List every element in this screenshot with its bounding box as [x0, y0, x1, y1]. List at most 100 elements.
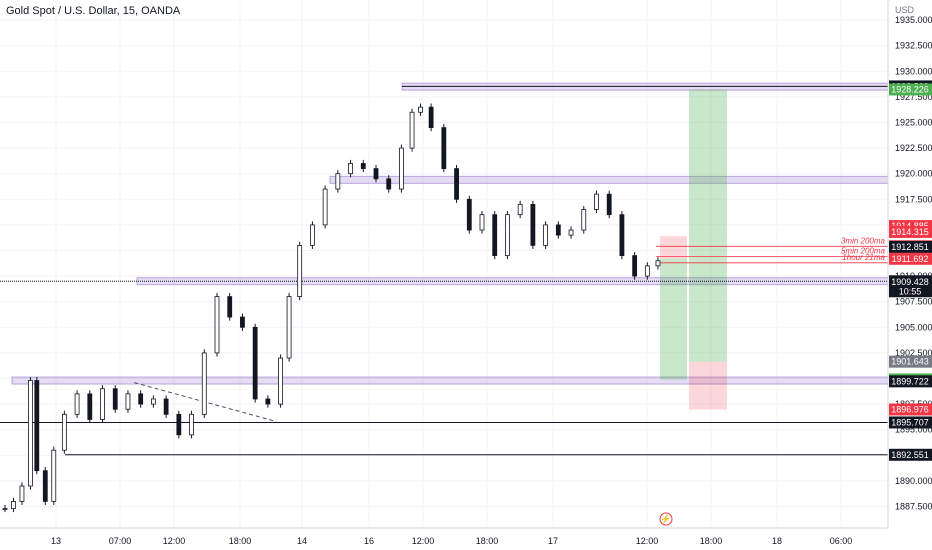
- y-tick-label: 1925.000: [895, 118, 932, 128]
- candle-body: [581, 209, 587, 231]
- y-tick-label: 1932.500: [895, 41, 932, 51]
- candle-body: [492, 214, 498, 257]
- currency-label: USD: [895, 5, 915, 15]
- candle-body: [2, 508, 8, 510]
- price-labels: 1928.5231928.2261914.8851914.3151912.910…: [889, 80, 932, 461]
- candle-body: [530, 204, 536, 246]
- x-tick-label: 18: [772, 536, 782, 546]
- price-label-box: [889, 403, 932, 416]
- time-axis[interactable]: 13 07:00 12:00 18:00 14 16 12:00 18:00 17 12:00 18…: [0, 527, 888, 546]
- price-label: 1899.722: [891, 376, 929, 386]
- price-label-box: [889, 252, 932, 265]
- alert-icon[interactable]: ⚡: [659, 512, 673, 526]
- candle-body: [297, 244, 303, 297]
- candle-body: [87, 393, 93, 420]
- x-tick-label: 17: [548, 536, 558, 546]
- candle-body: [360, 163, 366, 169]
- price-label-box: [889, 83, 932, 96]
- x-tick-label: 12:00: [636, 536, 659, 546]
- candle-body: [428, 106, 434, 129]
- price-label: 1909.428: [891, 277, 929, 287]
- candle-body: [214, 296, 220, 354]
- price-label-box: [889, 225, 932, 238]
- y-tick-label: 1907.500: [895, 297, 932, 307]
- candle-body: [74, 393, 80, 415]
- price-label: 1911.692: [892, 254, 929, 264]
- horizontal-lines: [0, 85, 888, 456]
- candle-body: [479, 214, 485, 231]
- candle-body: [28, 380, 33, 487]
- price-label-box: [889, 240, 932, 253]
- price-label: 1892.551: [891, 450, 929, 460]
- candle-body: [227, 296, 233, 318]
- candle-body: [278, 357, 284, 405]
- candle-body: [265, 398, 271, 405]
- candle-body: [163, 398, 169, 415]
- candle-body: [150, 398, 156, 405]
- candle-body: [112, 388, 118, 410]
- candle-body: [386, 178, 392, 190]
- stop-zone: [689, 361, 727, 410]
- resistance-zone: [329, 175, 889, 184]
- candle-body: [555, 224, 561, 236]
- price-label-box: [889, 448, 932, 461]
- x-tick-label: 13: [51, 536, 61, 546]
- candle-body: [252, 326, 258, 400]
- x-tick-label: 06:00: [830, 536, 853, 546]
- target-zone: [689, 89, 727, 362]
- price-label: 1928.226: [891, 84, 929, 94]
- candle-body: [517, 204, 523, 216]
- x-tick-label: 18:00: [476, 536, 499, 546]
- candle-body: [138, 393, 144, 405]
- x-tick-label: 16: [364, 536, 374, 546]
- price-label-box: [889, 355, 932, 368]
- candle-body: [42, 470, 48, 502]
- y-tick-label: 1887.500: [895, 502, 932, 512]
- candle-body: [51, 449, 57, 502]
- resistance-zone: [11, 376, 889, 385]
- x-tick-label: 12:00: [412, 536, 435, 546]
- price-label-box: [889, 375, 932, 388]
- candle-body: [632, 255, 638, 277]
- y-tick-label: 1935.000: [895, 15, 932, 25]
- target-zone: [660, 258, 687, 380]
- alert-icon[interactable]: [659, 512, 673, 526]
- y-tick-label: 1922.500: [895, 143, 932, 153]
- grid-lines: [0, 0, 888, 528]
- position-boxes: [660, 89, 727, 410]
- x-tick-label: 18:00: [229, 536, 252, 546]
- x-tick-label: 14: [297, 536, 307, 546]
- chart-title: Gold Spot / U.S. Dollar, 15, OANDA: [6, 5, 181, 17]
- x-tick-label: 12:00: [163, 536, 186, 546]
- candle-body: [543, 224, 548, 246]
- price-label-countdown: 10:55: [899, 286, 922, 296]
- price-label: 1896.976: [891, 404, 929, 414]
- candle-body: [399, 147, 404, 190]
- y-tick-label: 1905.000: [895, 322, 932, 332]
- candle-body: [644, 265, 650, 277]
- y-tick-label: 1927.500: [895, 92, 932, 102]
- price-label: 1895.707: [891, 417, 929, 427]
- candle-body: [348, 163, 353, 175]
- candle-body: [454, 168, 459, 200]
- candle-body: [240, 316, 245, 328]
- stop-zone: [660, 236, 687, 259]
- candle-body: [34, 380, 40, 472]
- candle-body: [441, 127, 447, 169]
- candle-body: [100, 388, 105, 420]
- y-tick-label: 1895.000: [895, 425, 932, 435]
- y-tick-label: 1920.000: [895, 169, 932, 179]
- candles: [2, 103, 661, 513]
- candle-body: [409, 111, 415, 149]
- x-tick-label: 18:00: [700, 536, 723, 546]
- candle-body: [373, 168, 379, 180]
- y-tick-label: 1902.500: [895, 348, 932, 358]
- candle-body: [466, 198, 472, 231]
- candle-body: [606, 193, 612, 216]
- indicator-label: 5min 200ma: [841, 247, 886, 256]
- candle-body: [201, 352, 207, 415]
- candle-body: [11, 500, 16, 509]
- candle-body: [619, 214, 625, 257]
